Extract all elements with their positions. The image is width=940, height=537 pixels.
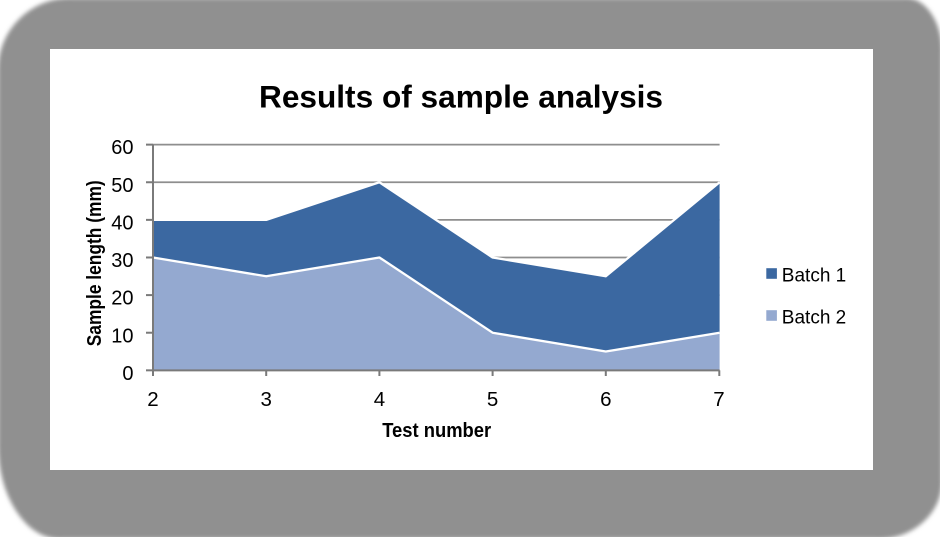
svg-text:30: 30 [111, 250, 133, 272]
svg-text:50: 50 [111, 175, 133, 197]
svg-text:4: 4 [374, 388, 385, 411]
svg-text:5: 5 [487, 388, 498, 411]
svg-text:6: 6 [600, 388, 611, 411]
svg-text:2: 2 [147, 388, 158, 411]
svg-text:Test number: Test number [382, 420, 491, 442]
svg-text:Batch 2: Batch 2 [782, 307, 846, 328]
svg-text:60: 60 [111, 137, 133, 159]
svg-text:Sample length (mm): Sample length (mm) [84, 180, 106, 346]
svg-text:Results of sample analysis: Results of sample analysis [259, 79, 663, 115]
svg-text:7: 7 [713, 388, 724, 411]
svg-text:3: 3 [260, 388, 271, 411]
svg-text:0: 0 [122, 363, 133, 385]
svg-text:20: 20 [111, 288, 133, 310]
svg-text:10: 10 [111, 325, 133, 347]
svg-text:Batch 1: Batch 1 [782, 265, 846, 286]
svg-text:40: 40 [111, 213, 133, 235]
